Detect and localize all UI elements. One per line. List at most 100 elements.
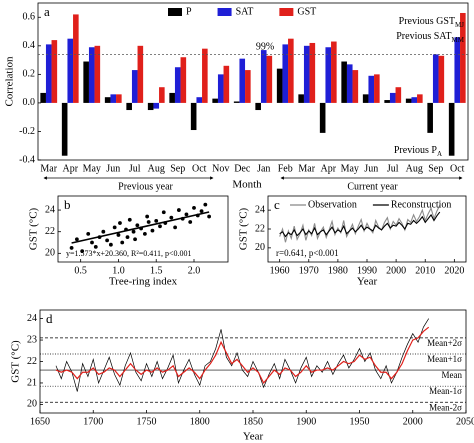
legend-label: GST [297, 6, 316, 17]
scatter-point [154, 218, 159, 223]
x-tick-label: 1960 [270, 265, 290, 276]
scatter-point [192, 206, 196, 210]
bar [40, 92, 46, 103]
scatter-point [86, 231, 91, 236]
y-tick-label: 22 [255, 223, 265, 234]
scatter-point [127, 217, 132, 222]
bar [460, 12, 466, 103]
scatter-point [125, 235, 130, 240]
x-tick-label: Sep [428, 163, 443, 174]
bar [104, 97, 111, 103]
reference-label: Mean-2σ [429, 402, 462, 412]
reference-label: Mean-1σ [429, 386, 462, 396]
bar [427, 102, 433, 133]
scatter-point [150, 228, 155, 233]
annotation-subscript: MM [452, 36, 465, 44]
annotation-subscript: A [437, 150, 442, 158]
panel-label: a [44, 4, 50, 19]
series-line [279, 205, 441, 243]
scatter-point [93, 244, 98, 249]
y-tick-label: 20 [255, 242, 265, 253]
bar [298, 94, 304, 103]
scatter-point [176, 208, 181, 212]
annotation: y=1.573*x+20.360, R²=0.411, p<0.001 [66, 249, 191, 258]
bar [116, 94, 122, 103]
x-tick-label: Mar [40, 163, 57, 174]
scatter-point [207, 214, 212, 219]
y-tick-label: 20 [45, 248, 55, 259]
bar [202, 48, 208, 103]
x-tick-label: 0.5 [74, 265, 87, 276]
scatter-point [120, 240, 125, 245]
group-label: Previous year [118, 181, 173, 192]
bar [411, 97, 418, 103]
bar [212, 98, 218, 103]
bar [389, 92, 396, 103]
x-tick-label: Jul [387, 163, 399, 174]
y-tick-label: -0.2 [19, 126, 35, 137]
legend-swatch [279, 8, 294, 16]
bar [266, 55, 273, 103]
scatter-point [108, 242, 113, 247]
bar [137, 45, 144, 103]
x-tick-label: Jan [257, 163, 270, 174]
y-tick-label: 0.4 [23, 40, 36, 51]
x-tick-label: 1700 [83, 416, 103, 427]
y-tick-label: 0.6 [23, 12, 36, 23]
bar [245, 70, 251, 103]
bar [51, 40, 58, 103]
bar [384, 100, 390, 103]
annotation-text: Previous SAT [396, 31, 451, 42]
bar [180, 57, 187, 103]
threshold-label: 99% [256, 42, 274, 53]
bar [346, 64, 353, 103]
x-tick-label: 1970 [299, 265, 319, 276]
x-tick-label: 1900 [296, 416, 316, 427]
series-line [55, 326, 430, 385]
x-tick-label: Aug [406, 163, 423, 174]
x-tick-label: 2.0 [188, 265, 201, 276]
x-tick-label: Apr [320, 163, 336, 174]
x-tick-label: 2000 [403, 416, 423, 427]
x-tick-label: 1800 [190, 416, 210, 427]
panel-label: d [46, 311, 53, 326]
bar [153, 102, 160, 109]
bar [94, 45, 101, 103]
annotation: Previous GSTMJ [399, 16, 465, 28]
bar [239, 58, 246, 103]
annotation-subscript: MJ [455, 21, 464, 29]
x-tick-label: 2050 [456, 416, 474, 427]
x-tick-label: 1.0 [112, 265, 125, 276]
bar [174, 67, 181, 103]
bar [352, 70, 359, 103]
x-tick-label: 1980 [328, 265, 348, 276]
y-tick-label: 20 [27, 399, 37, 410]
x-tick-label: Apr [62, 163, 78, 174]
scatter-point [80, 249, 85, 254]
bar [190, 102, 197, 131]
bar [395, 87, 402, 103]
bar [303, 45, 310, 103]
x-tick-label: Jun [106, 163, 120, 174]
bar [362, 94, 369, 103]
y-axis-label: Correlation [4, 56, 16, 107]
x-tick-label: Oct [450, 163, 465, 174]
bar [448, 102, 455, 156]
bar [417, 94, 423, 103]
scatter-point [116, 233, 121, 237]
scatter-point [90, 240, 94, 245]
panel-label: b [64, 197, 71, 212]
bar [341, 61, 347, 103]
reference-label: Mean [442, 370, 463, 380]
x-tick-label: Nov [212, 163, 229, 174]
annotation: r=0.641, p<0.001 [276, 248, 339, 258]
x-tick-label: Jul [129, 163, 141, 174]
plot-frame [57, 195, 229, 263]
bar [331, 41, 337, 103]
scatter-point [184, 212, 189, 217]
reference-label: Mean+2σ [427, 338, 462, 348]
scatter-point [188, 220, 193, 224]
legend-swatch [168, 8, 182, 16]
